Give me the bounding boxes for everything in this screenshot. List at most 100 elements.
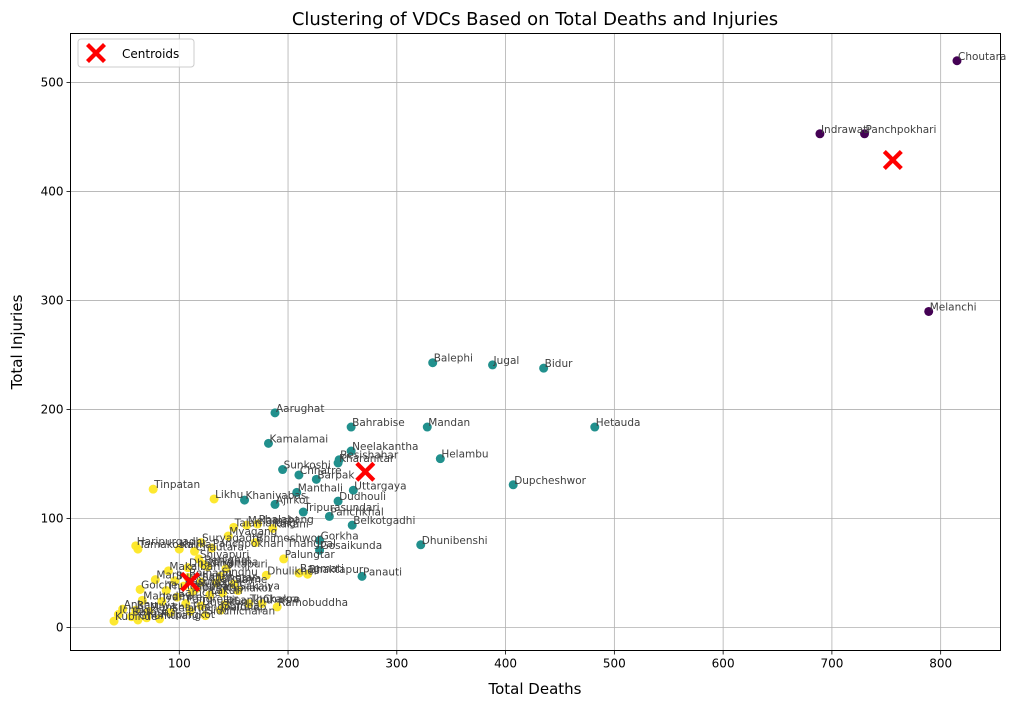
data-point <box>860 129 870 139</box>
centroid-markers <box>180 149 903 592</box>
point-label: Tripurasundari <box>303 502 379 514</box>
point-label: Panchpokhari <box>866 124 937 136</box>
point-label: Neelakantha <box>352 441 418 453</box>
data-point <box>163 566 173 576</box>
data-point <box>205 590 215 600</box>
point-label: Baruwa <box>137 600 177 612</box>
data-point <box>131 605 141 615</box>
point-label: Tamakoshi <box>138 539 194 551</box>
data-point <box>109 616 119 626</box>
data-point <box>137 595 147 605</box>
point-label: Pipaltar <box>193 582 234 594</box>
data-point <box>315 545 325 555</box>
data-point <box>203 562 213 572</box>
data-point <box>279 554 289 564</box>
data-point <box>216 571 226 581</box>
point-label: Manthali <box>298 482 343 494</box>
data-point <box>590 422 600 432</box>
point-label: Phalabang <box>259 514 314 526</box>
point-label: Ankhu <box>124 599 157 611</box>
point-label: Ichok <box>119 605 148 617</box>
x-tick-label: 800 <box>929 657 952 671</box>
point-label: Choutara <box>958 51 1006 63</box>
point-label: Melamchi <box>248 515 298 527</box>
data-point <box>333 496 343 506</box>
data-point <box>221 564 231 574</box>
data-point <box>196 601 206 611</box>
point-label: Ghumthang <box>139 610 201 622</box>
point-label: Bajhang <box>189 567 232 579</box>
data-point <box>223 531 233 541</box>
data-point <box>142 613 152 623</box>
point-label: Bidur <box>545 358 573 370</box>
data-point <box>315 535 325 545</box>
point-label: Balephi <box>434 353 473 365</box>
data-point <box>272 602 282 612</box>
data-point <box>242 520 252 530</box>
legend-centroids-label: Centroids <box>122 47 179 61</box>
data-points <box>109 56 962 626</box>
data-point <box>435 454 445 464</box>
point-label: Khaniyabas <box>246 490 307 502</box>
point-label: Selang <box>172 602 208 614</box>
point-label: Thangpaldhap <box>190 601 267 613</box>
y-tick-label: 0 <box>56 621 64 635</box>
point-label: Mandan <box>428 417 470 429</box>
legend: Centroids <box>77 38 195 68</box>
data-point <box>348 485 358 495</box>
point-label: Dupcheshwor <box>514 475 586 487</box>
point-label: Ajirkot <box>276 494 310 506</box>
point-label: Lakuri <box>211 585 243 597</box>
point-label: Jyamire <box>162 591 202 603</box>
point-label: Salme <box>235 574 268 586</box>
plot-frame <box>70 33 1001 651</box>
data-point <box>346 446 356 456</box>
data-point <box>200 611 210 621</box>
point-label: Uttargaya <box>354 480 406 492</box>
data-point <box>216 605 226 615</box>
data-point <box>815 129 825 139</box>
data-point <box>311 474 321 484</box>
point-label: Kamalamai <box>269 433 328 445</box>
y-tick-label: 100 <box>41 512 64 526</box>
x-tick-label: 300 <box>385 657 408 671</box>
data-point <box>257 599 267 609</box>
point-label: Aarughat <box>276 403 324 415</box>
data-point <box>357 571 367 581</box>
legend-box <box>77 38 195 68</box>
y-axis-label: Total Injuries <box>8 294 26 390</box>
centroid-marker <box>355 461 376 482</box>
data-point <box>135 584 145 594</box>
point-label: Kiul <box>148 608 167 620</box>
data-point <box>270 408 280 418</box>
point-label: Sunkoshi <box>284 460 331 472</box>
point-label: Panchkhal <box>330 506 383 518</box>
x-tick-label: 100 <box>168 657 191 671</box>
axis-ticks: 100 200 300 400 500 600 700 800 0 100 200 300 400 500 <box>41 76 953 671</box>
point-label: Sakaiya <box>239 581 280 593</box>
data-point <box>209 494 219 504</box>
point-label: Dhuskun <box>202 596 248 608</box>
point-label: Belkotgadhi <box>353 515 415 527</box>
data-point <box>172 592 182 602</box>
data-point <box>539 363 549 373</box>
point-label: Ramche <box>178 587 221 599</box>
x-tick-label: 700 <box>820 657 843 671</box>
point-label: Kharanitar <box>339 453 395 465</box>
data-point <box>346 422 356 432</box>
point-label: Fulpingkot <box>161 609 215 621</box>
data-point <box>508 480 518 490</box>
data-point <box>278 465 288 475</box>
data-point <box>428 358 438 368</box>
data-point <box>150 575 160 585</box>
data-point <box>113 610 123 620</box>
data-point <box>196 538 206 548</box>
point-label: Sindhu <box>222 566 258 578</box>
data-point <box>161 586 171 596</box>
point-label: Shivapuri <box>200 549 249 561</box>
point-label: Tinpatan <box>153 479 200 491</box>
data-point <box>488 360 498 370</box>
x-tick-label: 400 <box>494 657 517 671</box>
data-point <box>170 576 180 586</box>
